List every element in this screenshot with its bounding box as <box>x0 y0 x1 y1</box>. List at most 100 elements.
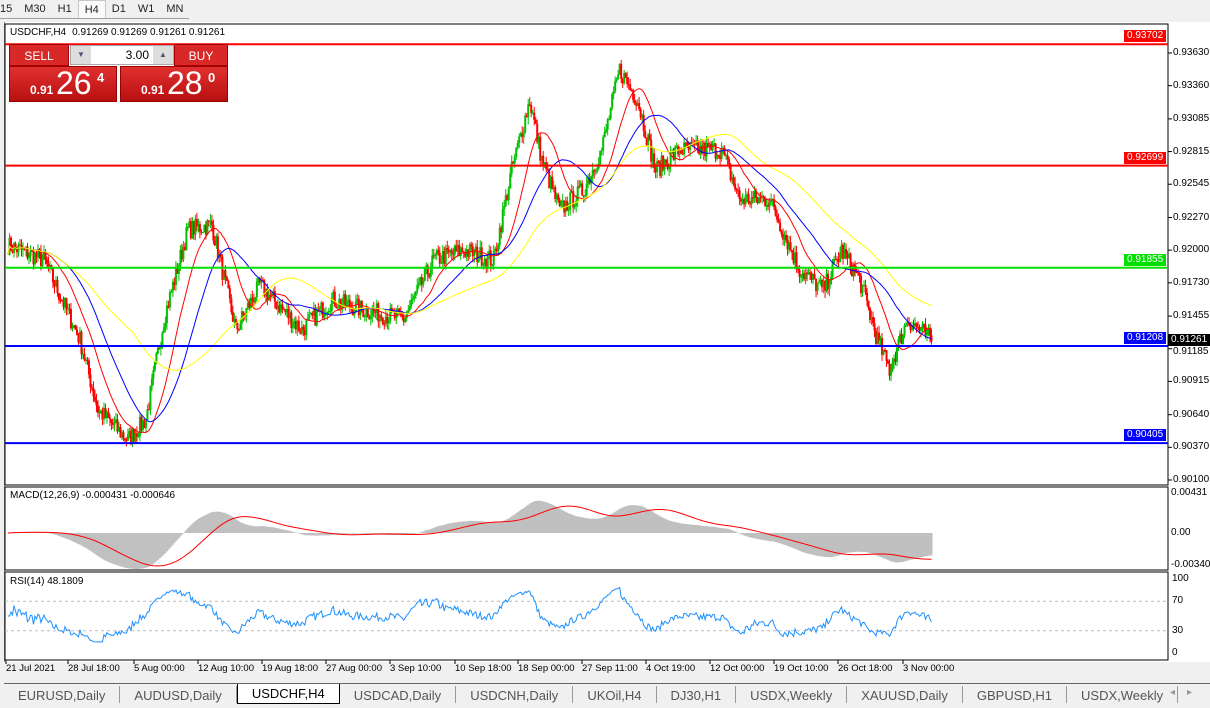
macd-bar <box>338 533 341 535</box>
chart-tab[interactable]: USDX,Weekly <box>736 686 848 703</box>
candle-body <box>831 263 834 278</box>
candle-body <box>516 143 519 148</box>
macd-bar <box>85 533 87 549</box>
candle-body <box>324 313 327 315</box>
macd-bar <box>695 524 698 533</box>
decrease-lot-icon[interactable]: ▼ <box>71 46 91 64</box>
chart-tab[interactable]: USDX,Weekly <box>1067 686 1179 703</box>
candle-body <box>624 73 627 78</box>
candle-body <box>65 297 68 309</box>
candle-body <box>530 104 533 113</box>
increase-lot-icon[interactable]: ▲ <box>153 46 173 64</box>
chart-tab[interactable]: DJ30,H1 <box>657 686 737 703</box>
macd-bar <box>882 533 885 559</box>
chart-tab[interactable]: AUDUSD,Daily <box>120 686 237 703</box>
candle-body <box>66 308 69 310</box>
macd-bar <box>894 533 897 563</box>
candle-body <box>687 146 690 150</box>
buy-button[interactable]: BUY <box>174 44 228 66</box>
chart-tab[interactable]: USDCHF,H4 <box>236 684 340 704</box>
candle-body <box>120 432 123 438</box>
sell-button[interactable]: SELL <box>9 44 69 66</box>
candle-body <box>18 244 21 246</box>
price-axis-label: 0.92000 <box>1173 244 1210 256</box>
candle-body <box>53 282 56 287</box>
candle-body <box>846 253 849 259</box>
timeframe-mn[interactable]: MN <box>166 3 184 15</box>
candle-body <box>437 250 440 253</box>
chart-tab[interactable]: USDCAD,Daily <box>340 686 457 703</box>
macd-bar <box>570 514 573 533</box>
chart-tab[interactable]: UKOil,H4 <box>573 686 657 703</box>
macd-bar <box>629 505 632 533</box>
candle-body <box>638 102 641 110</box>
candle-body <box>890 370 893 376</box>
candle-body <box>825 273 828 291</box>
chart-tab[interactable]: GBPUSD,H1 <box>963 686 1068 703</box>
candle-body <box>195 219 198 227</box>
candle-body <box>830 277 833 285</box>
macd-bar <box>364 533 366 534</box>
candle-body <box>147 409 150 411</box>
candle-body <box>353 312 356 316</box>
candle-body <box>603 132 606 138</box>
macd-bar <box>178 533 180 539</box>
macd-bar <box>88 533 90 550</box>
macd-bar <box>371 533 374 535</box>
sell-price[interactable]: 0.91 26 4 <box>9 65 117 102</box>
macd-bar <box>521 508 524 533</box>
candle-body <box>306 317 309 321</box>
candle-body <box>393 311 396 319</box>
candle-body <box>429 268 432 277</box>
chart-title: USDCHF,H4 <box>10 27 67 38</box>
timeframe-w1[interactable]: W1 <box>137 3 155 15</box>
macd-bar <box>275 527 278 533</box>
lot-size-stepper[interactable]: ▼ 3.00 ▲ <box>70 45 174 65</box>
macd-bar <box>71 533 74 542</box>
chart-header: USDCHF,H4 0.91269 0.91269 0.91261 0.9126… <box>10 27 225 38</box>
macd-bar <box>830 533 833 558</box>
macd-bar <box>488 521 491 533</box>
candle-body <box>573 205 576 208</box>
macd-bar <box>314 533 317 536</box>
candle-body <box>123 438 126 441</box>
macd-bar <box>110 533 113 564</box>
timeframe-d1[interactable]: D1 <box>111 3 126 15</box>
buy-price[interactable]: 0.91 28 0 <box>120 65 228 102</box>
macd-bar <box>67 533 69 540</box>
candle-body <box>140 416 143 431</box>
candle-body <box>873 323 876 331</box>
macd-bar <box>774 533 777 542</box>
macd-bar <box>572 515 575 533</box>
macd-bar <box>635 505 638 533</box>
macd-bar <box>370 533 372 535</box>
timeframe-h4[interactable]: H4 <box>77 0 106 18</box>
macd-bar <box>840 533 843 555</box>
timeframe-15[interactable]: 15 <box>0 3 13 15</box>
tab-scroll-arrows[interactable]: ◂▸ <box>1169 687 1204 698</box>
macd-bar <box>376 533 378 535</box>
chart-tab[interactable]: EURUSD,Daily <box>4 686 121 703</box>
timeframe-m30[interactable]: M30 <box>24 3 46 15</box>
candle-body <box>738 190 741 200</box>
macd-bar <box>687 524 690 533</box>
macd-bar <box>776 533 779 543</box>
chart-tab[interactable]: XAUUSD,Daily <box>847 686 963 703</box>
timeframe-h1[interactable]: H1 <box>57 3 72 15</box>
candle-body <box>869 308 872 320</box>
candle-body <box>228 288 231 299</box>
macd-bar <box>680 523 683 533</box>
candle-body <box>614 80 617 92</box>
candle-body <box>414 290 417 296</box>
macd-bar <box>193 522 195 533</box>
macd-bar <box>61 533 63 538</box>
candle-body <box>558 200 561 206</box>
macd-bar <box>410 533 413 535</box>
macd-bar <box>65 533 68 539</box>
candle-body <box>405 313 408 318</box>
candle-body <box>374 311 377 313</box>
lot-size-input[interactable]: 3.00 <box>125 48 149 62</box>
chart-tab[interactable]: USDCNH,Daily <box>456 686 574 703</box>
macd-bar <box>269 527 272 533</box>
